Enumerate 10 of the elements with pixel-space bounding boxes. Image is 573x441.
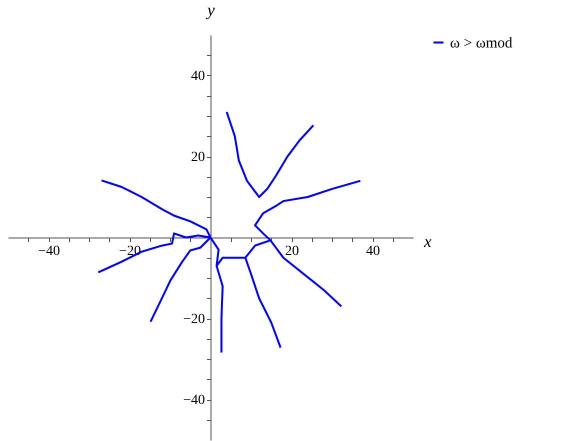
- y-axis-title: y: [205, 0, 216, 20]
- x-tick-label: −40: [38, 244, 60, 259]
- x-axis-title: x: [422, 232, 432, 251]
- x-tick-label: 40: [366, 244, 380, 259]
- y-tick-label: −20: [183, 312, 205, 327]
- y-tick-label: 20: [191, 150, 205, 165]
- y-tick-label: −40: [183, 393, 205, 408]
- legend-label: ω > ωmod: [450, 36, 513, 52]
- x-tick-label: 20: [285, 244, 299, 259]
- y-tick-label: 40: [191, 69, 205, 84]
